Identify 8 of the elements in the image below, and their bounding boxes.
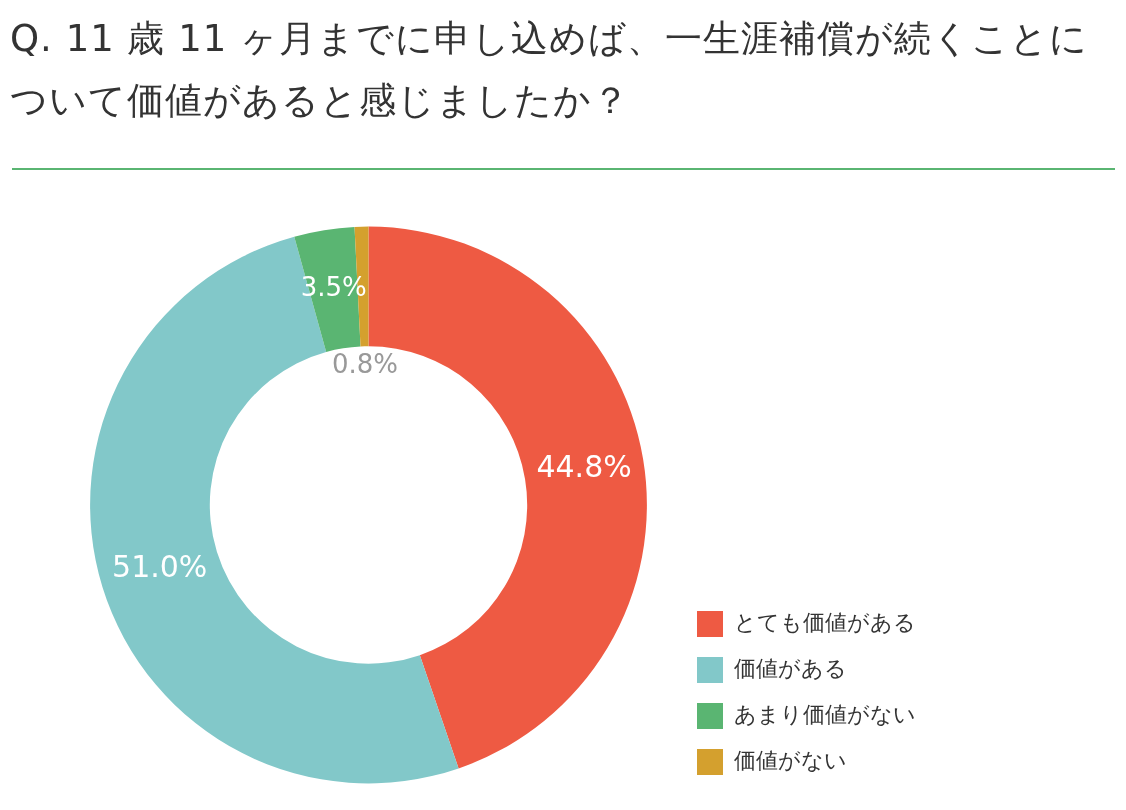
legend-label: とても価値がある <box>734 609 916 635</box>
legend-label: 価値がある <box>734 655 847 681</box>
data-label: 0.8% <box>331 349 399 380</box>
data-label: 44.8% <box>536 448 632 484</box>
chart-title: Q. 11 歳 11 ヶ月までに申し込めば、一生涯補償が続くことについて価値があると感じましたか？ <box>10 16 1090 124</box>
legend-label: あまり価値がない <box>734 701 916 727</box>
data-label: 51.0% <box>112 549 208 585</box>
legend-label: 価値がない <box>734 747 847 773</box>
